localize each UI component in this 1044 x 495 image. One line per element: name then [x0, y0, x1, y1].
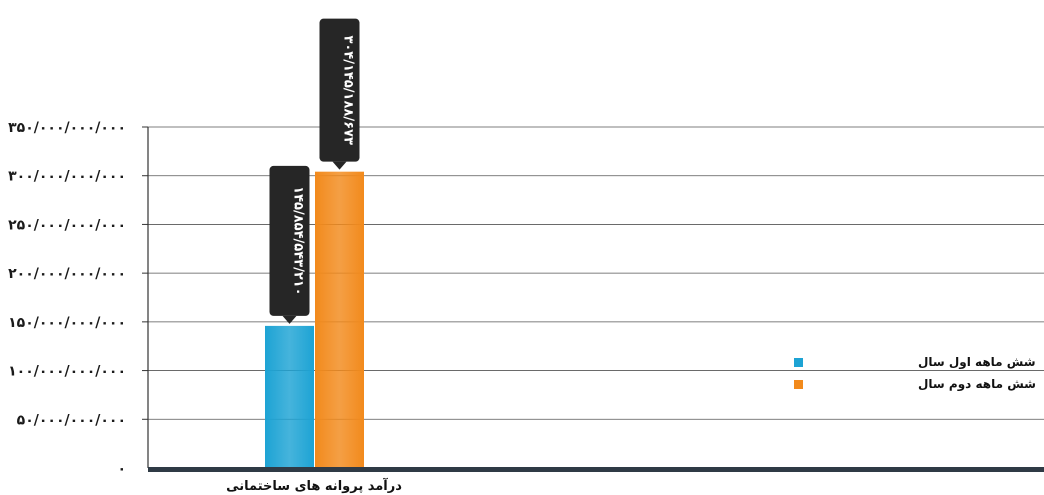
data-label-pointer-2 [332, 161, 347, 170]
legend-label-1: شش ماهه اول سال [918, 355, 1036, 370]
legend-label-2: شش ماهه دوم سال [918, 377, 1036, 392]
y-tick-label: ۳۵۰/۰۰۰/۰۰۰/۰۰۰ [8, 120, 126, 136]
bar-series-1[interactable] [265, 325, 314, 468]
y-tick-label: ۵۰/۰۰۰/۰۰۰/۰۰۰ [17, 412, 126, 428]
data-label-box-1 [269, 165, 310, 316]
data-label-box-2 [319, 18, 360, 162]
y-tick-label: ۰ [117, 461, 126, 477]
y-tick-label: ۱۵۰/۰۰۰/۰۰۰/۰۰۰ [8, 315, 126, 331]
y-tick-label: ۳۰۰/۰۰۰/۰۰۰/۰۰۰ [8, 169, 126, 185]
legend-swatch-2 [794, 380, 803, 389]
y-tick-label: ۲۰۰/۰۰۰/۰۰۰/۰۰۰ [8, 266, 126, 282]
data-label-1: ۱۴۵/۸۵۴/۵۴۳/۲۱۰ [291, 186, 306, 295]
bar-series-2[interactable] [315, 171, 364, 468]
data-label-pointer-1 [282, 315, 297, 324]
data-label-2: ۳۰۴/۱۴۵/۱۸۸/۶۷۳ [341, 35, 356, 145]
legend-swatch-1 [794, 358, 803, 367]
y-tick-label: ۱۰۰/۰۰۰/۰۰۰/۰۰۰ [8, 364, 126, 380]
category-label: درآمد پروانه های ساختمانی [226, 477, 402, 494]
y-tick-label: ۲۵۰/۰۰۰/۰۰۰/۰۰۰ [8, 217, 126, 233]
x-axis-line [148, 467, 1044, 472]
